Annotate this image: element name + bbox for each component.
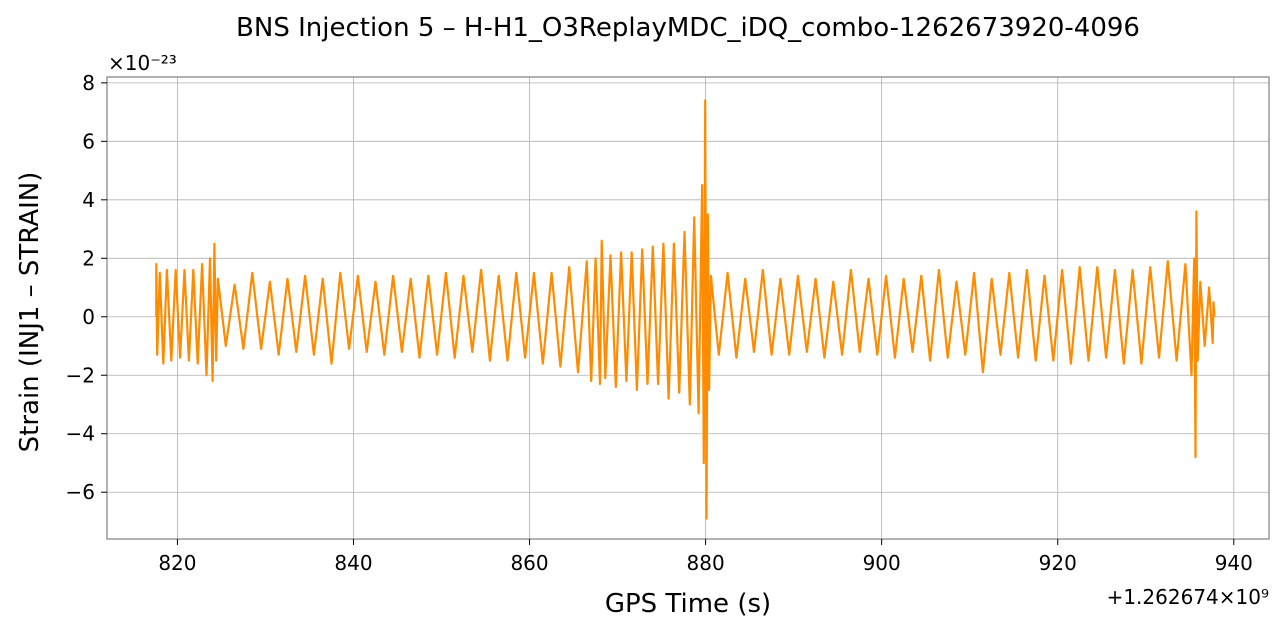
- y-tick-label: 2: [82, 246, 95, 270]
- y-tick-label: 0: [82, 305, 95, 329]
- y-tick-label: 4: [82, 188, 95, 212]
- y-tick-label: 6: [82, 129, 95, 153]
- plot-frame: [106, 76, 1270, 540]
- y-axis-label: Strain (INJ1 – STRAIN): [15, 172, 45, 453]
- y-tick-label: −4: [66, 422, 95, 446]
- x-tick-label: 880: [687, 551, 725, 575]
- x-tick-label: 820: [158, 551, 196, 575]
- x-axis-ticks: 820 840 860 880 900 920 940: [158, 539, 1253, 575]
- grid-lines: [107, 77, 1269, 539]
- x-tick-label: 900: [863, 551, 901, 575]
- y-tick-label: 8: [82, 71, 95, 95]
- y-tick-label: −6: [66, 480, 95, 504]
- chart-title: BNS Injection 5 – H-H1_O3ReplayMDC_iDQ_c…: [236, 13, 1140, 43]
- y-tick-label: −2: [66, 363, 95, 387]
- plot-area: [106, 76, 1270, 540]
- x-tick-label: 920: [1039, 551, 1077, 575]
- x-tick-label: 840: [334, 551, 372, 575]
- strain-series-line: [155, 99, 1216, 520]
- series-layer: [155, 99, 1216, 520]
- x-axis-label: GPS Time (s): [605, 589, 771, 619]
- y-scale-label: ×10⁻²³: [108, 51, 177, 75]
- x-tick-label: 940: [1215, 551, 1253, 575]
- y-axis-ticks: −6 −4 −2 0 2 4 6 8: [66, 71, 107, 504]
- x-offset-label: +1.262674×10⁹: [1107, 585, 1269, 609]
- x-tick-label: 860: [510, 551, 548, 575]
